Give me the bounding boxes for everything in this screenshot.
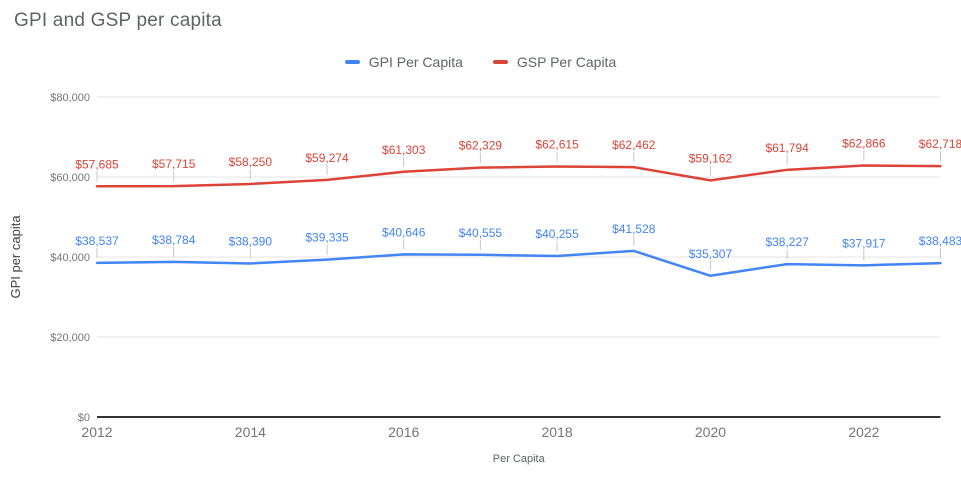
legend-item-gpi[interactable]: GPI Per Capita [344, 54, 463, 70]
gpi-per-capita-data-label: $40,255 [535, 227, 579, 241]
gsp-per-capita-data-label: $62,462 [612, 138, 656, 152]
gsp-per-capita-data-label: $62,866 [842, 137, 886, 151]
gsp-per-capita-data-label: $59,162 [689, 151, 733, 165]
gpi-per-capita-data-label: $38,483 [919, 234, 961, 248]
y-axis-tick-label: $60,000 [50, 172, 90, 184]
gsp-per-capita-data-label: $59,274 [305, 151, 349, 165]
gsp-per-capita-data-label: $58,250 [229, 155, 273, 169]
x-axis-tick-label: 2014 [235, 424, 266, 440]
y-axis-tick-label: $80,000 [50, 92, 90, 104]
x-axis-tick-label: 2020 [695, 424, 726, 440]
legend-label-gpi: GPI Per Capita [368, 54, 463, 70]
x-axis-tick-label: 2012 [81, 424, 112, 440]
gpi-per-capita-data-label: $38,390 [229, 234, 273, 248]
gpi-per-capita-series: $38,537 $38,784 $38,390 $39,335 $40,646 $40,5… [75, 222, 961, 278]
x-axis-tick-label: 2022 [848, 424, 879, 440]
gsp-per-capita-data-label: $62,329 [459, 139, 503, 153]
x-axis-title: Per Capita [493, 453, 546, 465]
gsp-per-capita-data-label: $61,303 [382, 143, 426, 157]
gsp-per-capita-line [95, 164, 942, 188]
legend: GPI Per Capita GSP Per Capita [0, 54, 961, 70]
y-axis-title: GPI per capita [8, 215, 23, 299]
gpi-series-swatch-icon [344, 60, 360, 64]
gpi-per-capita-data-label: $39,335 [305, 231, 349, 245]
y-axis-tick-label: $0 [78, 412, 90, 424]
gpi-per-capita-data-label: $38,784 [152, 233, 196, 247]
gpi-per-capita-data-label: $40,646 [382, 225, 426, 239]
legend-item-gsp[interactable]: GSP Per Capita [492, 54, 617, 70]
x-axis-tick-label: 2018 [542, 424, 573, 440]
gpi-per-capita-data-label: $35,307 [689, 247, 733, 261]
chart-title: GPI and GSP per capita [14, 10, 222, 31]
gpi-per-capita-data-label: $37,917 [842, 236, 886, 250]
gsp-per-capita-data-label: $62,718 [919, 137, 961, 151]
gpi-per-capita-data-label: $38,227 [765, 235, 809, 249]
y-axis-tick-label: $40,000 [50, 252, 90, 264]
gsp-per-capita-data-label: $61,794 [765, 141, 809, 155]
legend-label-gsp: GSP Per Capita [516, 54, 617, 70]
gsp-per-capita-data-label: $57,685 [75, 157, 119, 171]
gpi-per-capita-data-label: $40,555 [459, 226, 503, 240]
y-axis-tick-label: $20,000 [50, 332, 90, 344]
gsp-series-swatch-icon [492, 60, 508, 64]
gsp-per-capita-data-label: $57,715 [152, 157, 196, 171]
gpi-per-capita-data-label: $41,528 [612, 222, 656, 236]
gpi-per-capita-line [95, 249, 942, 278]
gsp-per-capita-data-label: $62,615 [535, 138, 579, 152]
gpi-per-capita-data-label: $38,537 [75, 234, 119, 248]
x-axis-tick-label: 2016 [388, 424, 419, 440]
gsp-per-capita-series: $57,685 $57,715 $58,250 $59,274 $61,303 $62,3… [75, 137, 961, 188]
